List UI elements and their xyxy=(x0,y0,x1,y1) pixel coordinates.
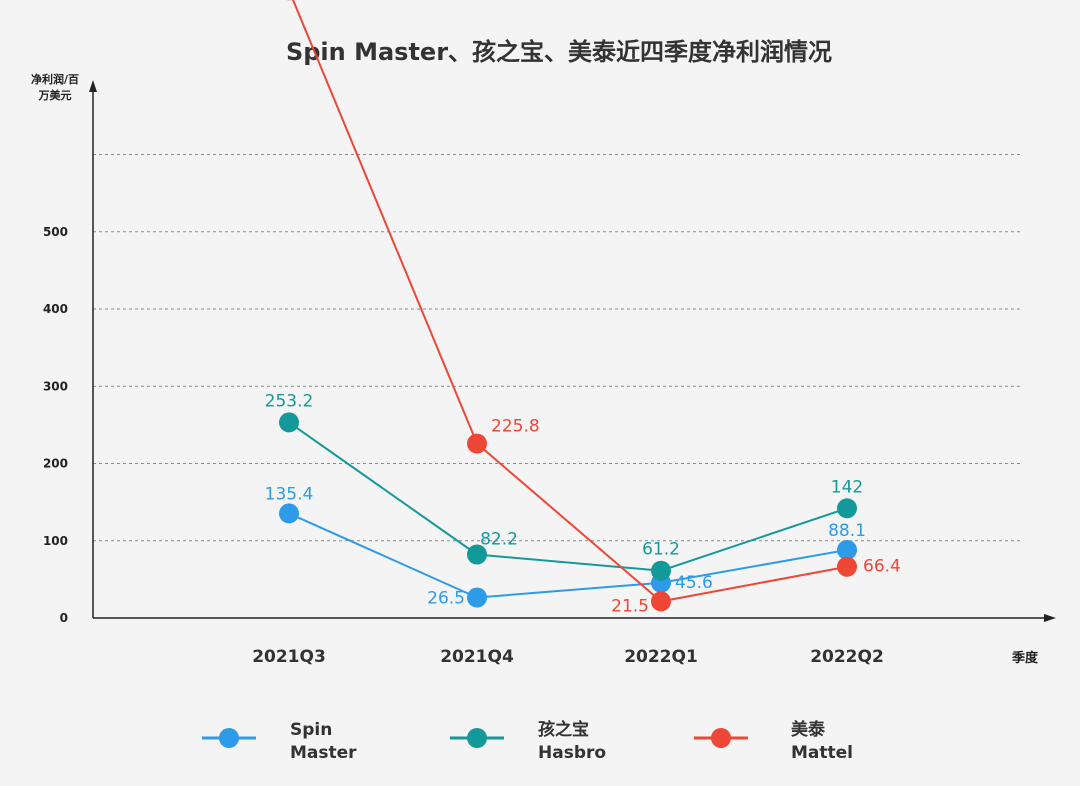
data-label: 66.4 xyxy=(863,557,901,577)
legend-marker xyxy=(711,728,731,748)
data-point xyxy=(837,498,857,519)
data-label: 142 xyxy=(831,477,863,497)
y-tick-label: 100 xyxy=(43,534,68,548)
legend-label-line1: 美泰 xyxy=(791,719,826,740)
data-label: 88.1 xyxy=(828,521,866,541)
series-line xyxy=(288,512,848,599)
data-label: 26.5 xyxy=(427,589,465,609)
legend-label-line1: Spin xyxy=(290,720,332,740)
legend-marker xyxy=(467,728,487,748)
x-tick-label: 2022Q1 xyxy=(624,647,698,667)
gridlines xyxy=(93,154,1022,542)
data-point xyxy=(467,433,487,454)
data-label: 225.8 xyxy=(491,417,540,437)
x-tick-label: 2021Q4 xyxy=(440,647,514,667)
data-label: 45.6 xyxy=(675,573,713,593)
data-point xyxy=(837,539,857,560)
chart-title: Spin Master、孩之宝、美泰近四季度净利润情况 xyxy=(286,38,832,66)
x-axis-label: 季度 xyxy=(1011,650,1039,666)
data-point xyxy=(279,412,299,433)
y-axis-label-line2: 万美元 xyxy=(38,88,72,102)
data-label: 61.2 xyxy=(642,540,680,560)
data-point xyxy=(467,544,487,565)
legend-label-line2: Master xyxy=(290,743,357,763)
y-tick-label: 300 xyxy=(43,379,68,393)
y-tick-label: 400 xyxy=(43,302,68,316)
data-point xyxy=(837,556,857,577)
y-axis-ticks: 0 100 200 300 400 500 xyxy=(43,225,68,625)
y-axis-label-line1: 净利润/百 xyxy=(31,72,79,86)
legend-label-line1: 孩之宝 xyxy=(538,719,589,740)
data-point xyxy=(279,503,299,524)
x-tick-label: 2022Q2 xyxy=(810,647,884,667)
data-point xyxy=(651,560,671,581)
data-label: 82.2 xyxy=(480,530,518,550)
data-point xyxy=(467,587,487,608)
x-axis-categories: 2021Q3 2021Q4 2022Q1 2022Q2 xyxy=(252,647,884,667)
data-label: 253.2 xyxy=(265,391,314,411)
legend-label-line2: Hasbro xyxy=(538,743,606,763)
series-group: 135.426.545.688.1253.282.261.2142812.622… xyxy=(223,0,901,616)
legend: Spin Master 孩之宝 Hasbro 美泰 Mattel xyxy=(202,719,853,763)
x-axis-arrow xyxy=(1044,614,1056,622)
y-tick-label: 0 xyxy=(60,611,68,625)
legend-label-line2: Mattel xyxy=(791,743,853,763)
y-tick-label: 200 xyxy=(43,457,68,471)
y-axis-arrow xyxy=(89,80,97,92)
data-point xyxy=(651,591,671,612)
series-line xyxy=(291,0,848,603)
data-label: 21.5 xyxy=(611,596,649,616)
y-tick-label: 500 xyxy=(43,225,68,239)
x-tick-label: 2021Q3 xyxy=(252,647,326,667)
data-label: 135.4 xyxy=(265,484,314,504)
series-line xyxy=(288,421,848,572)
legend-marker xyxy=(219,728,239,748)
